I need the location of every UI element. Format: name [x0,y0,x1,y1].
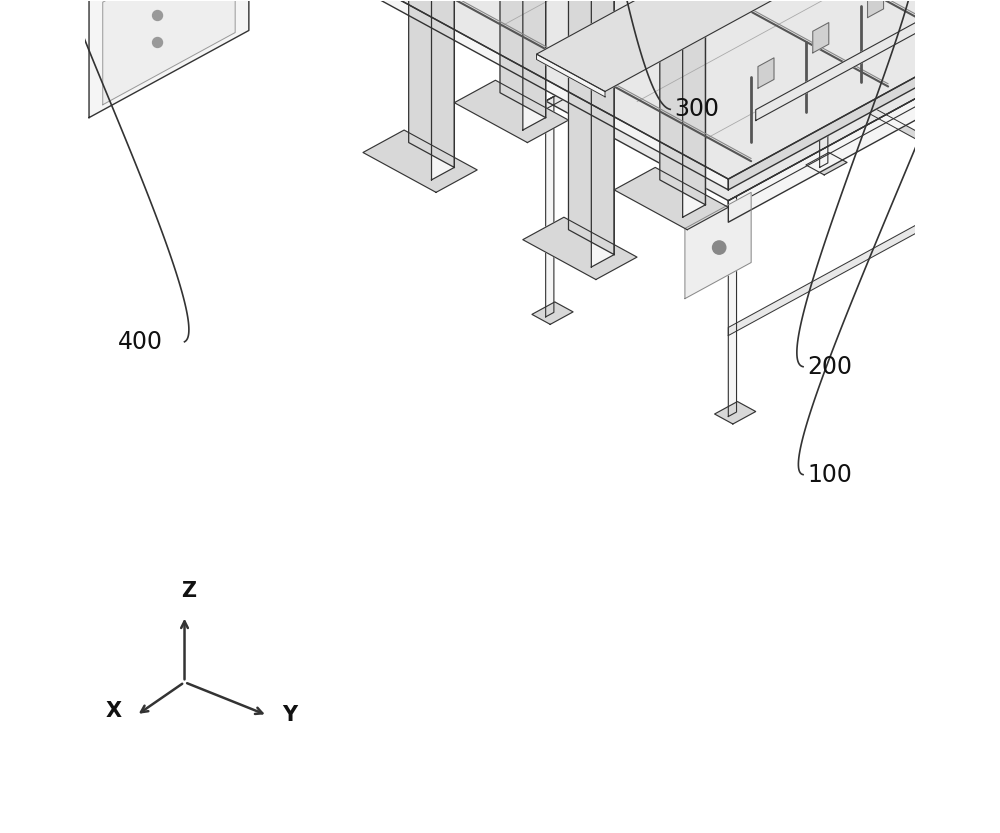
Polygon shape [537,54,605,97]
Polygon shape [532,302,573,324]
Polygon shape [409,0,454,167]
Circle shape [153,37,163,47]
Text: 100: 100 [807,462,852,486]
Polygon shape [813,22,829,52]
Polygon shape [685,192,751,298]
Polygon shape [432,0,454,180]
Polygon shape [523,0,546,130]
Polygon shape [546,97,554,317]
Text: Y: Y [282,706,298,726]
Polygon shape [806,152,847,175]
Polygon shape [89,0,249,117]
Text: Z: Z [181,581,196,601]
Polygon shape [546,0,820,109]
Text: 400: 400 [118,330,163,354]
Polygon shape [728,178,1000,336]
Polygon shape [728,51,1000,209]
Polygon shape [537,0,842,92]
Polygon shape [500,0,546,117]
Polygon shape [0,0,135,55]
Polygon shape [363,0,1000,179]
Text: X: X [105,701,121,721]
Polygon shape [728,30,1000,190]
Polygon shape [820,78,1000,186]
Polygon shape [868,0,884,17]
Polygon shape [820,0,828,167]
Polygon shape [820,0,1000,59]
Polygon shape [363,130,477,192]
Polygon shape [103,0,235,105]
Polygon shape [523,217,637,280]
Polygon shape [756,0,1000,121]
Polygon shape [568,0,614,255]
Text: 300: 300 [674,97,719,122]
Polygon shape [820,0,1000,72]
Polygon shape [683,0,705,217]
Circle shape [153,11,163,21]
Polygon shape [614,167,728,230]
Text: 200: 200 [807,355,852,379]
Polygon shape [660,0,705,205]
Polygon shape [989,252,1000,275]
Polygon shape [728,51,1000,222]
Polygon shape [758,57,774,88]
Polygon shape [715,402,756,424]
Polygon shape [728,196,737,416]
Polygon shape [591,0,614,267]
Polygon shape [454,80,568,142]
Circle shape [713,241,726,254]
Polygon shape [546,0,1000,201]
Polygon shape [363,0,728,190]
